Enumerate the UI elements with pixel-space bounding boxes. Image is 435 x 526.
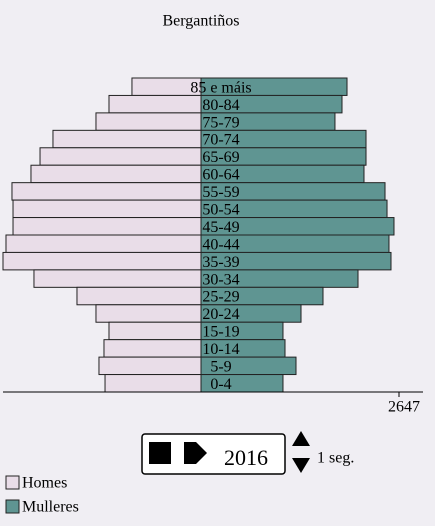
bar xyxy=(76,286,202,306)
age-label: 40-44 xyxy=(202,236,239,253)
age-label: 55-59 xyxy=(202,184,239,201)
age-label: 75-79 xyxy=(202,114,239,131)
age-label: 80-84 xyxy=(202,97,239,114)
interval-label: 1 seg. xyxy=(317,450,354,467)
age-label: 0-4 xyxy=(210,376,231,393)
age-label: 25-29 xyxy=(202,289,239,306)
bar xyxy=(39,147,202,166)
age-label: 65-69 xyxy=(202,149,239,166)
bar xyxy=(12,199,202,219)
age-label: 15-19 xyxy=(202,324,239,341)
age-label: 70-74 xyxy=(202,132,239,149)
age-label: 50-54 xyxy=(202,202,239,219)
bar xyxy=(2,251,202,271)
bar xyxy=(30,164,202,184)
age-label: 35-39 xyxy=(202,254,239,271)
chart-title: Bergantiños xyxy=(162,13,239,30)
age-label: 85 e máis xyxy=(190,79,251,96)
bar xyxy=(11,182,202,201)
bar xyxy=(95,304,202,323)
age-label: 10-14 xyxy=(202,341,239,358)
age-label: 60-64 xyxy=(202,167,239,184)
bar xyxy=(104,374,202,393)
legend-swatch xyxy=(5,499,20,514)
bar xyxy=(108,321,202,341)
bar xyxy=(98,356,202,376)
year-label: 2016 xyxy=(224,445,268,470)
speed-up[interactable] xyxy=(292,431,310,446)
age-label: 45-49 xyxy=(202,219,239,236)
speed-down[interactable] xyxy=(292,458,310,473)
stop-button[interactable] xyxy=(149,442,171,464)
legend-label: Mulleres xyxy=(22,499,79,516)
legend-swatch xyxy=(5,475,20,490)
bar xyxy=(108,94,202,114)
age-label: 30-34 xyxy=(202,271,239,288)
control-box xyxy=(141,433,286,475)
bar xyxy=(5,234,202,253)
bar xyxy=(12,217,202,236)
bar xyxy=(103,339,202,358)
age-label: 5-9 xyxy=(210,359,231,376)
age-label: 20-24 xyxy=(202,306,239,323)
bar xyxy=(95,112,202,131)
bar xyxy=(52,129,202,149)
bar xyxy=(33,269,202,288)
x-tick-label: 2647 xyxy=(388,399,420,416)
play-button[interactable] xyxy=(184,442,207,464)
legend-label: Homes xyxy=(22,475,67,492)
controls: 2016 1 seg. xyxy=(141,431,354,475)
